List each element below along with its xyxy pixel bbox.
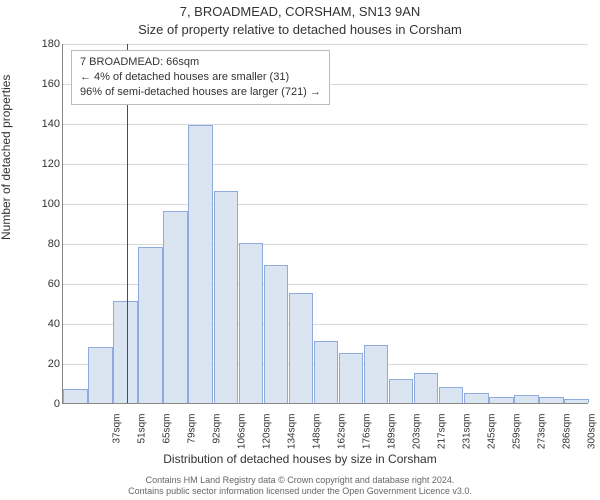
- x-tick-label: 162sqm: [336, 414, 347, 458]
- annotation-box: 7 BROADMEAD: 66sqm ← 4% of detached hous…: [71, 50, 330, 105]
- x-tick-label: 203sqm: [412, 414, 423, 458]
- histogram-bar: [264, 265, 289, 403]
- x-tick-label: 259sqm: [512, 414, 523, 458]
- y-tick-label: 20: [26, 358, 60, 370]
- y-tick-label: 160: [26, 78, 60, 90]
- x-tick-label: 300sqm: [587, 414, 598, 458]
- gridline: [63, 244, 588, 245]
- annotation-line1: 7 BROADMEAD: 66sqm: [80, 55, 321, 70]
- chart-container: 7, BROADMEAD, CORSHAM, SN13 9AN Size of …: [0, 0, 600, 500]
- x-tick-label: 245sqm: [487, 414, 498, 458]
- gridline: [63, 164, 588, 165]
- chart-title-address: 7, BROADMEAD, CORSHAM, SN13 9AN: [0, 4, 600, 19]
- histogram-bar: [88, 347, 113, 403]
- histogram-bar: [239, 243, 264, 403]
- y-tick-label: 40: [26, 318, 60, 330]
- gridline: [63, 44, 588, 45]
- x-tick-label: 273sqm: [537, 414, 548, 458]
- footer-line1: Contains HM Land Registry data © Crown c…: [0, 475, 600, 486]
- y-tick-label: 180: [26, 38, 60, 50]
- histogram-bar: [564, 399, 589, 403]
- histogram-bar: [539, 397, 564, 403]
- x-tick-label: 134sqm: [286, 414, 297, 458]
- footer-line2: Contains public sector information licen…: [0, 486, 600, 497]
- gridline: [63, 124, 588, 125]
- histogram-bar: [163, 211, 188, 403]
- x-axis-label: Distribution of detached houses by size …: [0, 452, 600, 466]
- x-tick-label: 120sqm: [261, 414, 272, 458]
- plot-area: 7 BROADMEAD: 66sqm ← 4% of detached hous…: [62, 44, 588, 404]
- x-tick-label: 106sqm: [236, 414, 247, 458]
- x-tick-label: 37sqm: [111, 414, 122, 458]
- y-tick-label: 60: [26, 278, 60, 290]
- y-tick-label: 140: [26, 118, 60, 130]
- x-tick-label: 79sqm: [186, 414, 197, 458]
- x-tick-label: 148sqm: [311, 414, 322, 458]
- gridline: [63, 204, 588, 205]
- x-tick-label: 286sqm: [562, 414, 573, 458]
- histogram-bar: [364, 345, 389, 403]
- histogram-bar: [63, 389, 88, 403]
- x-tick-label: 65sqm: [161, 414, 172, 458]
- histogram-bar: [314, 341, 339, 403]
- histogram-bar: [339, 353, 364, 403]
- histogram-bar: [389, 379, 414, 403]
- histogram-bar: [113, 301, 138, 403]
- histogram-bar: [138, 247, 163, 403]
- y-axis-label: Number of detached properties: [0, 75, 13, 240]
- histogram-bar: [414, 373, 439, 403]
- histogram-bar: [439, 387, 464, 403]
- y-tick-label: 80: [26, 238, 60, 250]
- x-tick-label: 51sqm: [136, 414, 147, 458]
- histogram-bar: [489, 397, 514, 403]
- histogram-bar: [289, 293, 314, 403]
- x-tick-label: 217sqm: [437, 414, 448, 458]
- chart-title-description: Size of property relative to detached ho…: [0, 22, 600, 37]
- annotation-line3: 96% of semi-detached houses are larger (…: [80, 85, 321, 100]
- x-tick-label: 231sqm: [462, 414, 473, 458]
- histogram-bar: [514, 395, 539, 403]
- y-tick-label: 100: [26, 198, 60, 210]
- y-tick-label: 0: [26, 398, 60, 410]
- histogram-bar: [188, 125, 213, 403]
- annotation-line2: ← 4% of detached houses are smaller (31): [80, 70, 321, 85]
- histogram-bar: [464, 393, 489, 403]
- x-tick-label: 176sqm: [362, 414, 373, 458]
- x-tick-label: 189sqm: [387, 414, 398, 458]
- histogram-bar: [214, 191, 239, 403]
- footer-attribution: Contains HM Land Registry data © Crown c…: [0, 475, 600, 497]
- y-tick-label: 120: [26, 158, 60, 170]
- x-tick-label: 92sqm: [211, 414, 222, 458]
